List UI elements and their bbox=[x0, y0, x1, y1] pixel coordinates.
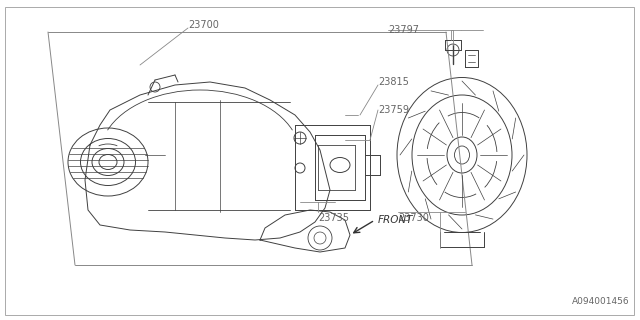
Text: 23730: 23730 bbox=[398, 213, 429, 223]
Text: A094001456: A094001456 bbox=[572, 298, 630, 307]
Text: 23759: 23759 bbox=[378, 105, 409, 115]
Text: 23700: 23700 bbox=[188, 20, 219, 30]
Text: FRONT: FRONT bbox=[378, 215, 413, 225]
Text: 23735: 23735 bbox=[318, 213, 349, 223]
Text: 23797: 23797 bbox=[388, 25, 419, 35]
Text: 23815: 23815 bbox=[378, 77, 409, 87]
